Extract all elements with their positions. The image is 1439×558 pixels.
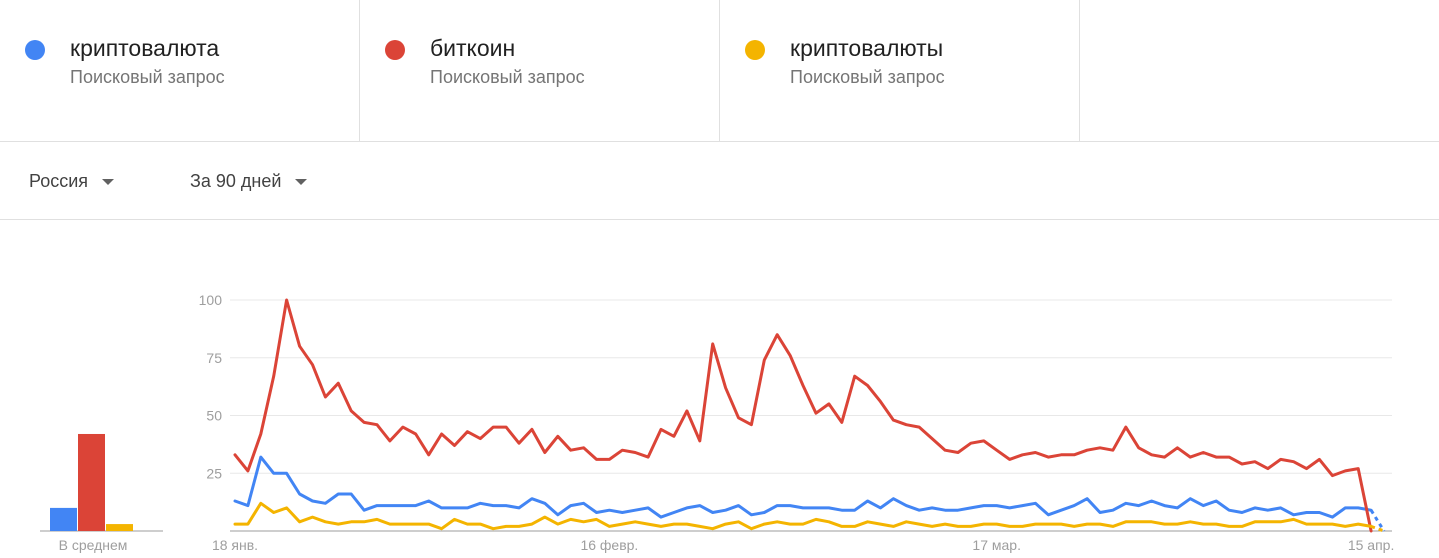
- term-name-2: биткоин: [430, 35, 516, 61]
- interest-over-time-chart: В среднем 25 50 75 100 18 янв. 16 февр. 17 мар.…: [40, 292, 1395, 553]
- region-dropdown[interactable]: Россия: [29, 171, 115, 192]
- filters-bar: Россия За 90 дней: [0, 142, 1439, 220]
- region-caret-down-icon: [102, 178, 115, 185]
- period-dropdown-label: За 90 дней: [190, 171, 282, 191]
- avg-bar-1: [50, 507, 77, 531]
- term-type-3: Поисковый запрос: [790, 67, 945, 87]
- term-name-3: криптовалюты: [790, 35, 944, 61]
- y-tick-label: 50: [206, 408, 222, 424]
- series-line-3: [233, 501, 1373, 531]
- x-tick-label: 18 янв.: [212, 537, 258, 553]
- avg-bar-3: [106, 524, 133, 531]
- y-tick-label: 75: [206, 350, 222, 366]
- term-color-dot-1: [25, 40, 45, 60]
- term-color-dot-3: [745, 40, 765, 60]
- x-tick-label: 17 мар.: [972, 537, 1021, 553]
- search-term-3[interactable]: криптовалюты Поисковый запрос: [720, 0, 1080, 141]
- y-tick-label: 25: [206, 465, 222, 481]
- x-tick-label: 16 февр.: [580, 537, 638, 553]
- search-term-1[interactable]: криптовалюта Поисковый запрос: [0, 0, 360, 141]
- term-name-1: криптовалюта: [70, 35, 220, 61]
- term-color-dot-2: [385, 40, 405, 60]
- search-term-2[interactable]: биткоин Поисковый запрос: [360, 0, 720, 141]
- region-dropdown-label: Россия: [29, 171, 89, 191]
- avg-bar-2: [78, 433, 105, 531]
- series-partial-segment-3: [1370, 524, 1385, 533]
- series-line-1: [233, 455, 1373, 519]
- add-term-slot[interactable]: [1080, 0, 1439, 141]
- period-caret-down-icon: [295, 178, 308, 185]
- term-type-1: Поисковый запрос: [70, 67, 225, 87]
- search-terms-bar: криптовалюта Поисковый запрос биткоин По…: [0, 0, 1439, 142]
- y-tick-label: 100: [199, 292, 223, 308]
- period-dropdown[interactable]: За 90 дней: [190, 171, 308, 192]
- x-tick-label: 15 апр.: [1348, 537, 1395, 553]
- series-line-2: [233, 298, 1373, 533]
- avg-bar-label: В среднем: [59, 537, 128, 553]
- term-type-2: Поисковый запрос: [430, 67, 585, 87]
